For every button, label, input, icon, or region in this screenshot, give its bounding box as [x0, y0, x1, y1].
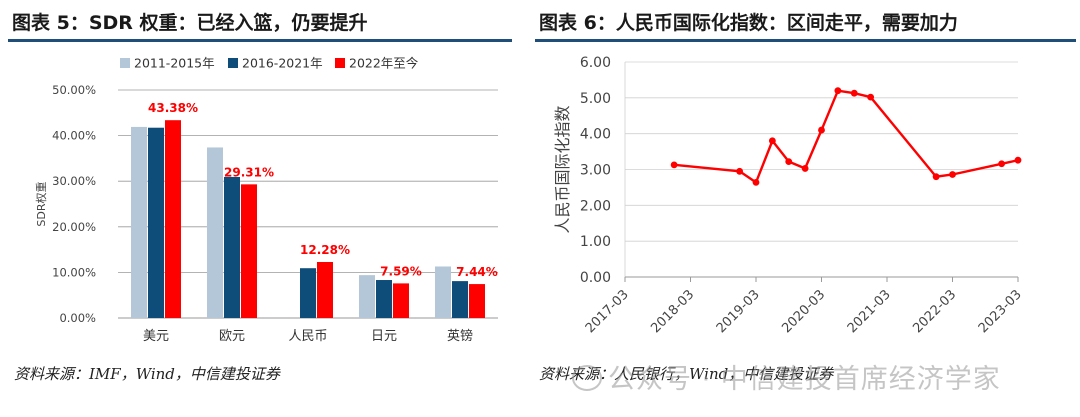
right-panel: 图表 6：人民币国际化指数：区间走平，需要加力 0.00 1.00 2.00 3.00…	[535, 0, 1080, 417]
y-axis-label: SDR权重	[34, 181, 48, 226]
x-category-label: 美元	[143, 329, 169, 344]
data-point	[998, 160, 1006, 168]
data-point	[801, 165, 809, 172]
bar	[435, 266, 451, 318]
y-tick-label: 1.00	[580, 234, 611, 250]
legend-swatch	[335, 58, 345, 68]
bar	[241, 184, 257, 318]
series-line	[673, 89, 1019, 185]
data-point	[736, 167, 744, 175]
legend-label: 2022年至今	[349, 56, 419, 71]
x-tick-label: 2017-03	[583, 287, 632, 336]
left-panel: 图表 5：SDR 权重：已经入篮，仍要提升 0.00% 10.00% 20.00% 3…	[0, 0, 520, 417]
bar	[359, 275, 375, 318]
data-point	[670, 161, 678, 169]
x-category-label: 英镑	[447, 328, 473, 344]
y-tick-label: 40.00%	[52, 129, 96, 143]
y-tick-label: 2.00	[580, 198, 611, 214]
y-tick-label: 0.00%	[59, 311, 96, 325]
right-chart-title: 图表 6：人民币国际化指数：区间走平，需要加力	[539, 12, 958, 34]
y-tick-label: 30.00%	[52, 174, 96, 188]
data-label: 7.44%	[456, 265, 498, 279]
y-tick-label: 4.00	[580, 127, 611, 143]
data-point	[867, 93, 875, 101]
left-chart-source: 资料来源：IMF，Wind，中信建投证券	[14, 365, 280, 383]
x-tick-label: 2021-03	[845, 287, 894, 336]
data-label: 7.59%	[380, 264, 422, 278]
right-title-rule	[535, 39, 1076, 42]
bar	[452, 281, 468, 318]
wechat-icon	[572, 364, 602, 391]
x-tick-label: 2020-03	[779, 287, 828, 336]
legend-label: 2016-2021年	[242, 56, 323, 71]
data-point	[768, 137, 776, 145]
x-tick-label: 2019-03	[714, 287, 763, 336]
bar	[207, 147, 223, 318]
data-point	[785, 158, 793, 166]
left-title-rule	[8, 39, 512, 42]
watermark: 公众号 · 中信建投首席经济学家	[572, 357, 1001, 396]
x-tick-label: 2022-03	[910, 287, 959, 336]
y-tick-label: 3.00	[580, 163, 611, 179]
y-tick-label: 50.00%	[52, 83, 96, 97]
bar	[317, 262, 333, 318]
watermark-text: 公众号 · 中信建投首席经济学家	[608, 364, 1001, 395]
data-point	[752, 179, 760, 186]
data-label: 43.38%	[148, 101, 198, 115]
data-label: 12.28%	[300, 243, 350, 257]
bar	[165, 120, 181, 319]
y-tick-label: 5.00	[580, 91, 611, 107]
right-chart-source: 资料来源：人民银行，Wind，中信建投证券	[539, 365, 834, 383]
legend-swatch	[228, 58, 238, 68]
sdr-weight-bar-chart: 0.00% 10.00% 20.00% 30.00% 40.00% 50.00% SDR权重…	[34, 56, 498, 344]
bar	[300, 268, 316, 318]
x-category-label: 日元	[371, 329, 397, 344]
x-category-label: 人民币	[288, 329, 327, 344]
bar	[469, 284, 485, 318]
left-chart-title: 图表 5：SDR 权重：已经入篮，仍要提升	[12, 12, 368, 34]
legend-label: 2011-2015年	[134, 56, 215, 71]
data-point	[850, 89, 858, 97]
bar	[393, 283, 409, 318]
y-tick-label: 10.00%	[52, 265, 96, 279]
legend-swatch	[120, 58, 130, 68]
y-axis-label: 人民币国际化指数	[553, 105, 572, 233]
bar	[224, 176, 240, 318]
data-point	[834, 87, 842, 95]
x-tick-label: 2018-03	[648, 287, 697, 336]
data-point	[932, 173, 940, 181]
bar	[131, 126, 147, 318]
y-tick-label: 6.00	[580, 55, 611, 71]
data-label: 29.31%	[224, 165, 274, 179]
x-category-label: 欧元	[219, 329, 245, 344]
data-point	[1014, 156, 1022, 164]
bar	[148, 127, 164, 318]
data-point	[818, 126, 825, 134]
rmb-index-line-chart: 0.00 1.00 2.00 3.00 4.00 5.00 6.00 2017-03 2018-…	[553, 55, 1025, 336]
data-point	[949, 171, 956, 178]
y-tick-label: 20.00%	[52, 220, 96, 234]
bar	[376, 280, 392, 318]
x-tick-label: 2023-03	[976, 287, 1025, 336]
y-tick-label: 0.00	[580, 270, 611, 286]
